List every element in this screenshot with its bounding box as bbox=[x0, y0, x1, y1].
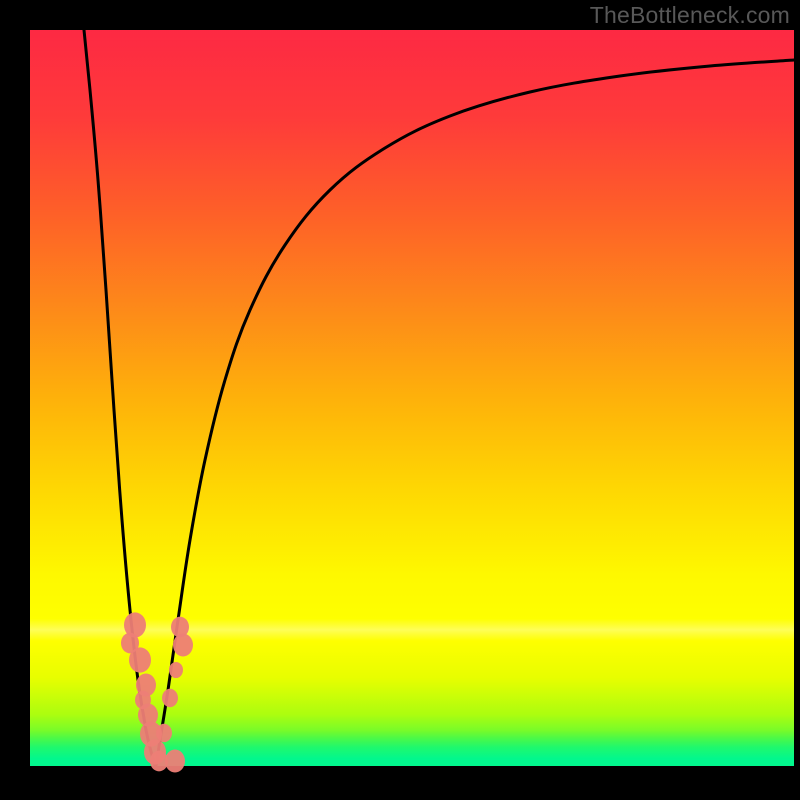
data-marker bbox=[165, 750, 185, 773]
curve-layer bbox=[30, 30, 794, 766]
chart-container: TheBottleneck.com bbox=[0, 0, 800, 800]
watermark-text: TheBottleneck.com bbox=[590, 2, 790, 29]
data-marker bbox=[162, 689, 178, 707]
data-marker bbox=[156, 724, 172, 742]
data-marker bbox=[129, 647, 151, 672]
data-marker bbox=[173, 634, 193, 657]
data-marker bbox=[169, 662, 183, 678]
plot-area bbox=[30, 30, 794, 766]
data-marker bbox=[171, 617, 189, 638]
bottleneck-curve bbox=[84, 30, 794, 766]
data-markers-group bbox=[121, 612, 193, 772]
